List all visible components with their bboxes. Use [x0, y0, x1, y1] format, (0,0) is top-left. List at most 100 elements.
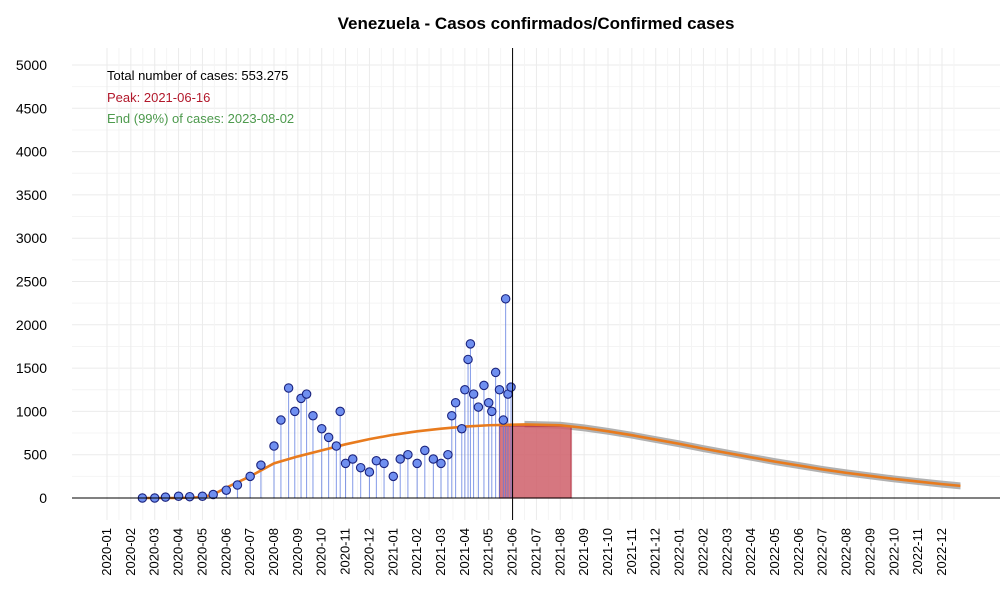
observed-point	[245, 471, 255, 482]
x-tick-label: 2021-02	[409, 528, 424, 576]
x-tick-label: 2021-05	[481, 528, 496, 576]
highlight-bar-rect	[498, 425, 572, 499]
observed-point	[412, 458, 422, 469]
observed-point	[331, 441, 342, 451]
observed-point	[420, 445, 430, 456]
observed-point	[436, 458, 446, 469]
x-tick-label: 2022-03	[719, 528, 734, 576]
x-tick-label: 2022-08	[839, 528, 854, 576]
observed-point	[457, 423, 467, 434]
observed-point	[283, 383, 294, 393]
x-tick-label: 2022-04	[743, 528, 758, 576]
observed-point	[355, 462, 366, 473]
observed-point	[379, 458, 389, 469]
observed-point	[316, 423, 327, 434]
x-tick-label: 2020-04	[171, 528, 186, 576]
y-axis-ticks: 0 500 1000 1500 2000 2500 3000 3500 4000 4500 5000	[16, 57, 47, 506]
y-tick-label: 2500	[16, 274, 47, 290]
x-tick-label: 2022-02	[695, 528, 710, 576]
x-tick-label: 2021-11	[624, 528, 639, 575]
x-tick-label: 2020-11	[338, 528, 353, 575]
x-tick-label: 2021-06	[505, 528, 520, 576]
x-tick-label: 2022-10	[886, 528, 901, 576]
observed-points	[137, 294, 516, 503]
observed-point	[160, 492, 171, 502]
x-tick-label: 2022-05	[767, 528, 782, 576]
observed-point	[221, 485, 232, 495]
observed-point	[463, 354, 473, 365]
observed-point	[256, 460, 266, 470]
peak-label: Peak: 2021-06-16	[107, 90, 210, 105]
fitted-curve	[142, 423, 961, 500]
observed-point	[500, 294, 511, 304]
observed-point	[232, 480, 243, 490]
x-axis-ticks: 2020-01 2020-02 2020-03 2020-04 2020-05 2020-…	[99, 528, 949, 576]
observed-point	[483, 397, 494, 408]
observed-point	[447, 410, 457, 421]
observed-point	[443, 449, 453, 460]
observed-point	[276, 415, 286, 425]
y-tick-label: 3000	[16, 230, 47, 246]
observed-point	[347, 454, 358, 464]
x-tick-label: 2021-07	[528, 528, 543, 576]
y-tick-label: 1000	[16, 403, 47, 419]
observed-point	[494, 384, 505, 395]
x-tick-label: 2021-09	[576, 528, 591, 576]
observed-point	[479, 380, 489, 391]
x-tick-label: 2020-01	[99, 528, 114, 576]
observed-point	[388, 471, 399, 482]
y-tick-label: 0	[39, 490, 47, 506]
observed-point	[468, 389, 479, 399]
x-tick-label: 2022-12	[934, 528, 949, 576]
x-tick-label: 2020-09	[290, 528, 305, 576]
y-tick-label: 4500	[16, 100, 47, 116]
observed-point	[403, 449, 413, 460]
observed-point	[184, 491, 195, 502]
y-tick-label: 2000	[16, 317, 47, 333]
x-tick-label: 2020-10	[314, 528, 329, 576]
x-tick-label: 2021-08	[552, 528, 567, 576]
x-tick-label: 2022-09	[862, 528, 877, 576]
observed-point	[364, 467, 375, 477]
observed-point	[450, 397, 461, 408]
observed-point	[308, 410, 318, 421]
x-tick-label: 2022-01	[672, 528, 687, 576]
observed-point	[371, 456, 382, 466]
observed-point	[197, 491, 208, 502]
observed-point	[340, 458, 351, 469]
x-tick-label: 2022-06	[791, 528, 806, 576]
x-tick-label: 2021-01	[385, 528, 400, 576]
x-tick-label: 2021-04	[457, 528, 472, 576]
y-tick-label: 500	[24, 447, 48, 463]
stems	[164, 298, 512, 498]
x-tick-label: 2021-03	[433, 528, 448, 576]
observed-point	[487, 406, 497, 417]
end-label: End (99%) of cases: 2023-08-02	[107, 111, 294, 126]
fitted-curve-line	[142, 423, 961, 500]
observed-point	[498, 415, 509, 425]
x-tick-label: 2020-12	[361, 528, 376, 576]
grid	[72, 48, 1000, 520]
observed-point	[269, 441, 279, 451]
observed-point	[506, 382, 516, 392]
observed-point	[173, 491, 184, 502]
y-tick-label: 3500	[16, 187, 47, 203]
x-tick-label: 2020-07	[242, 528, 257, 576]
total-cases-label: Total number of cases: 553.275	[107, 68, 288, 83]
observed-point	[460, 384, 470, 395]
x-tick-label: 2021-10	[600, 528, 615, 576]
x-tick-label: 2020-02	[123, 528, 138, 576]
observed-point	[428, 454, 439, 464]
y-tick-label: 4000	[16, 144, 47, 160]
x-tick-label: 2020-05	[194, 528, 209, 576]
x-tick-label: 2020-08	[266, 528, 281, 576]
observed-point	[290, 406, 300, 417]
observed-point	[465, 339, 476, 349]
x-tick-label: 2022-11	[910, 528, 925, 575]
y-tick-label: 1500	[16, 360, 47, 376]
x-tick-label: 2020-06	[218, 528, 233, 576]
observed-point	[395, 454, 405, 464]
observed-point	[301, 389, 312, 399]
observed-point	[323, 432, 334, 443]
